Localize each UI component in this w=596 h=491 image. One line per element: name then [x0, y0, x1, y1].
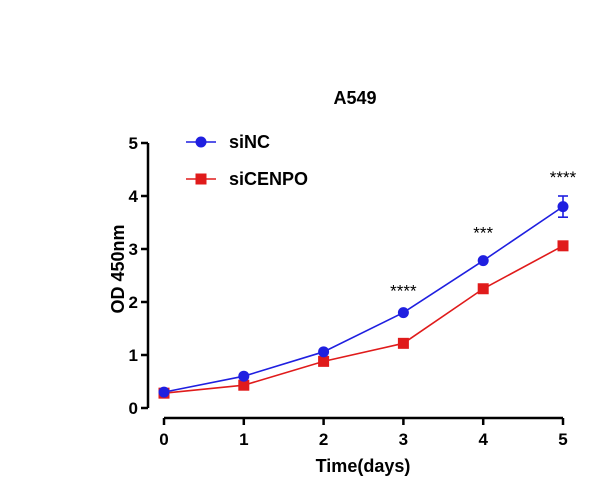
- data-point: [397, 337, 409, 349]
- significance-label: ***: [473, 223, 493, 242]
- data-point: [238, 370, 250, 382]
- y-tick-label: 2: [129, 293, 138, 312]
- x-axis-label: Time(days): [316, 456, 411, 476]
- legend-label: siNC: [229, 132, 270, 152]
- data-point: [158, 386, 170, 398]
- x-tick-label: 0: [159, 430, 168, 449]
- data-point: [397, 307, 409, 319]
- axes: 0 1 2 3 4 5 0 1 2 3 4 5: [129, 134, 568, 449]
- data-point: [557, 240, 569, 252]
- series-line: [163, 245, 564, 394]
- series-sinc: [158, 195, 569, 398]
- legend-item-sinc: siNC: [186, 132, 270, 152]
- y-tick-label: 3: [129, 240, 138, 259]
- legend-marker: [195, 173, 207, 185]
- x-tick-label: 2: [319, 430, 328, 449]
- significance-label: ****: [550, 168, 577, 187]
- series-sicenpo: [158, 240, 569, 399]
- y-tick-label: 0: [129, 399, 138, 418]
- y-tick-label: 4: [129, 187, 139, 206]
- data-point: [238, 379, 250, 391]
- data-point: [557, 201, 569, 213]
- data-point: [477, 283, 489, 295]
- y-tick-label: 1: [129, 346, 138, 365]
- chart-title: A549: [333, 88, 376, 108]
- x-tick-label: 1: [239, 430, 248, 449]
- data-point: [318, 346, 330, 358]
- data-point: [318, 355, 330, 367]
- data-series: [158, 195, 569, 399]
- y-tick-label: 5: [129, 134, 138, 153]
- x-tick-label: 4: [478, 430, 488, 449]
- significance-annotations: ***********: [390, 168, 576, 301]
- legend: siNC siCENPO: [186, 132, 308, 189]
- significance-label: ****: [390, 282, 417, 301]
- x-tick-label: 3: [399, 430, 408, 449]
- x-tick-label: 5: [558, 430, 567, 449]
- legend-item-sicenpo: siCENPO: [186, 169, 308, 189]
- series-line: [163, 205, 564, 393]
- y-axis-label: OD 450nm: [108, 224, 128, 313]
- legend-label: siCENPO: [229, 169, 308, 189]
- data-point: [477, 255, 489, 267]
- legend-marker: [195, 136, 207, 148]
